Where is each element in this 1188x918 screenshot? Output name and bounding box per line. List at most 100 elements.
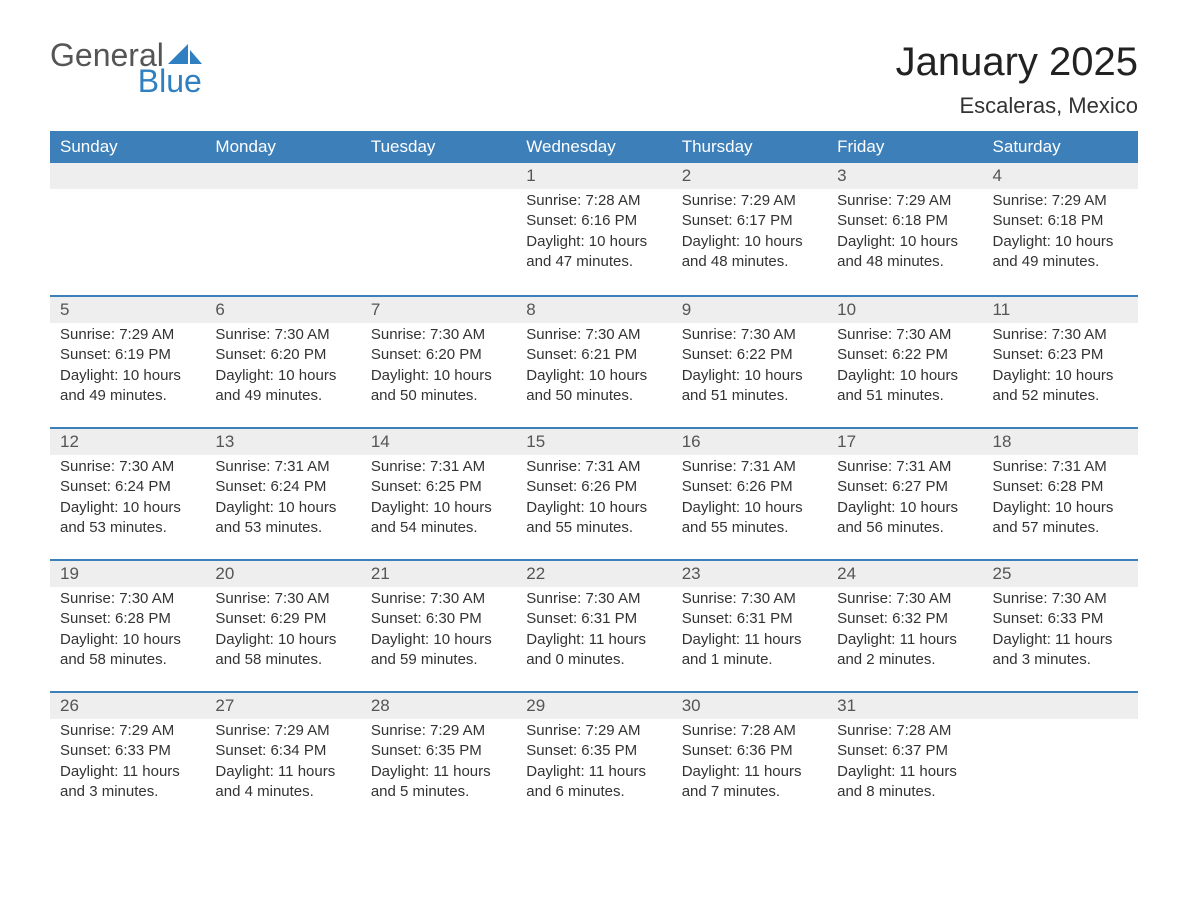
calendar-day-cell (50, 163, 205, 295)
daylight-text-line2: and 50 minutes. (526, 386, 661, 406)
sunset-text: Sunset: 6:35 PM (526, 741, 661, 761)
calendar-day-cell (361, 163, 516, 295)
sunrise-text: Sunrise: 7:31 AM (837, 457, 972, 477)
day-details: Sunrise: 7:30 AMSunset: 6:31 PMDaylight:… (516, 587, 671, 680)
daylight-text-line1: Daylight: 10 hours (682, 232, 817, 252)
daylight-text-line1: Daylight: 11 hours (682, 630, 817, 650)
day-details: Sunrise: 7:30 AMSunset: 6:22 PMDaylight:… (672, 323, 827, 416)
sunset-text: Sunset: 6:19 PM (60, 345, 195, 365)
day-number: 21 (361, 559, 516, 587)
daylight-text-line1: Daylight: 10 hours (60, 498, 195, 518)
day-details: Sunrise: 7:29 AMSunset: 6:35 PMDaylight:… (516, 719, 671, 812)
sunset-text: Sunset: 6:33 PM (60, 741, 195, 761)
day-header: Friday (827, 131, 982, 163)
daylight-text-line1: Daylight: 10 hours (60, 366, 195, 386)
day-number-bar (983, 691, 1138, 719)
daylight-text-line1: Daylight: 11 hours (215, 762, 350, 782)
sunrise-text: Sunrise: 7:29 AM (371, 721, 506, 741)
daylight-text-line1: Daylight: 10 hours (526, 498, 661, 518)
daylight-text-line2: and 53 minutes. (60, 518, 195, 538)
daylight-text-line2: and 49 minutes. (215, 386, 350, 406)
day-details: Sunrise: 7:31 AMSunset: 6:27 PMDaylight:… (827, 455, 982, 548)
daylight-text-line2: and 7 minutes. (682, 782, 817, 802)
sunset-text: Sunset: 6:27 PM (837, 477, 972, 497)
sunset-text: Sunset: 6:16 PM (526, 211, 661, 231)
calendar-day-cell: 26Sunrise: 7:29 AMSunset: 6:33 PMDayligh… (50, 691, 205, 823)
sunrise-text: Sunrise: 7:31 AM (371, 457, 506, 477)
day-details: Sunrise: 7:31 AMSunset: 6:28 PMDaylight:… (983, 455, 1138, 548)
daylight-text-line2: and 51 minutes. (837, 386, 972, 406)
daylight-text-line1: Daylight: 11 hours (682, 762, 817, 782)
day-number: 22 (516, 559, 671, 587)
sunset-text: Sunset: 6:34 PM (215, 741, 350, 761)
day-number: 19 (50, 559, 205, 587)
daylight-text-line2: and 49 minutes. (60, 386, 195, 406)
daylight-text-line1: Daylight: 10 hours (215, 498, 350, 518)
day-details: Sunrise: 7:30 AMSunset: 6:23 PMDaylight:… (983, 323, 1138, 416)
day-details: Sunrise: 7:31 AMSunset: 6:25 PMDaylight:… (361, 455, 516, 548)
sunrise-text: Sunrise: 7:30 AM (993, 325, 1128, 345)
day-number: 27 (205, 691, 360, 719)
day-header: Monday (205, 131, 360, 163)
daylight-text-line2: and 0 minutes. (526, 650, 661, 670)
daylight-text-line2: and 53 minutes. (215, 518, 350, 538)
calendar-week-row: 19Sunrise: 7:30 AMSunset: 6:28 PMDayligh… (50, 559, 1138, 691)
daylight-text-line1: Daylight: 10 hours (371, 366, 506, 386)
calendar-day-cell: 27Sunrise: 7:29 AMSunset: 6:34 PMDayligh… (205, 691, 360, 823)
day-details: Sunrise: 7:30 AMSunset: 6:33 PMDaylight:… (983, 587, 1138, 680)
day-number: 6 (205, 295, 360, 323)
daylight-text-line2: and 57 minutes. (993, 518, 1128, 538)
daylight-text-line1: Daylight: 10 hours (60, 630, 195, 650)
calendar-day-cell: 6Sunrise: 7:30 AMSunset: 6:20 PMDaylight… (205, 295, 360, 427)
daylight-text-line1: Daylight: 10 hours (371, 630, 506, 650)
sunrise-text: Sunrise: 7:30 AM (215, 589, 350, 609)
sunset-text: Sunset: 6:24 PM (215, 477, 350, 497)
calendar-day-cell: 15Sunrise: 7:31 AMSunset: 6:26 PMDayligh… (516, 427, 671, 559)
calendar-day-cell: 16Sunrise: 7:31 AMSunset: 6:26 PMDayligh… (672, 427, 827, 559)
daylight-text-line2: and 2 minutes. (837, 650, 972, 670)
calendar-week-row: 26Sunrise: 7:29 AMSunset: 6:33 PMDayligh… (50, 691, 1138, 823)
sunrise-text: Sunrise: 7:30 AM (682, 325, 817, 345)
calendar-day-cell: 10Sunrise: 7:30 AMSunset: 6:22 PMDayligh… (827, 295, 982, 427)
sunrise-text: Sunrise: 7:30 AM (526, 325, 661, 345)
daylight-text-line2: and 55 minutes. (682, 518, 817, 538)
sunset-text: Sunset: 6:35 PM (371, 741, 506, 761)
sunset-text: Sunset: 6:23 PM (993, 345, 1128, 365)
sunset-text: Sunset: 6:29 PM (215, 609, 350, 629)
calendar-day-cell: 22Sunrise: 7:30 AMSunset: 6:31 PMDayligh… (516, 559, 671, 691)
calendar-day-cell: 3Sunrise: 7:29 AMSunset: 6:18 PMDaylight… (827, 163, 982, 295)
day-details: Sunrise: 7:31 AMSunset: 6:26 PMDaylight:… (516, 455, 671, 548)
day-number: 12 (50, 427, 205, 455)
day-details: Sunrise: 7:30 AMSunset: 6:32 PMDaylight:… (827, 587, 982, 680)
day-details: Sunrise: 7:30 AMSunset: 6:20 PMDaylight:… (361, 323, 516, 416)
calendar-day-cell: 11Sunrise: 7:30 AMSunset: 6:23 PMDayligh… (983, 295, 1138, 427)
sunset-text: Sunset: 6:22 PM (837, 345, 972, 365)
daylight-text-line1: Daylight: 10 hours (837, 366, 972, 386)
calendar-day-cell: 20Sunrise: 7:30 AMSunset: 6:29 PMDayligh… (205, 559, 360, 691)
calendar-day-cell: 28Sunrise: 7:29 AMSunset: 6:35 PMDayligh… (361, 691, 516, 823)
calendar-day-cell: 30Sunrise: 7:28 AMSunset: 6:36 PMDayligh… (672, 691, 827, 823)
calendar-day-cell: 21Sunrise: 7:30 AMSunset: 6:30 PMDayligh… (361, 559, 516, 691)
day-number: 16 (672, 427, 827, 455)
day-details: Sunrise: 7:30 AMSunset: 6:29 PMDaylight:… (205, 587, 360, 680)
sunrise-text: Sunrise: 7:30 AM (837, 589, 972, 609)
day-details: Sunrise: 7:30 AMSunset: 6:20 PMDaylight:… (205, 323, 360, 416)
sunset-text: Sunset: 6:21 PM (526, 345, 661, 365)
sunrise-text: Sunrise: 7:30 AM (371, 325, 506, 345)
daylight-text-line1: Daylight: 11 hours (371, 762, 506, 782)
sunset-text: Sunset: 6:36 PM (682, 741, 817, 761)
sunset-text: Sunset: 6:18 PM (993, 211, 1128, 231)
day-number: 3 (827, 163, 982, 189)
daylight-text-line2: and 52 minutes. (993, 386, 1128, 406)
sunset-text: Sunset: 6:28 PM (60, 609, 195, 629)
daylight-text-line1: Daylight: 10 hours (215, 630, 350, 650)
day-details: Sunrise: 7:29 AMSunset: 6:18 PMDaylight:… (827, 189, 982, 282)
day-number: 28 (361, 691, 516, 719)
day-number: 29 (516, 691, 671, 719)
calendar-day-cell: 17Sunrise: 7:31 AMSunset: 6:27 PMDayligh… (827, 427, 982, 559)
sunrise-text: Sunrise: 7:30 AM (60, 457, 195, 477)
sunrise-text: Sunrise: 7:29 AM (682, 191, 817, 211)
daylight-text-line1: Daylight: 11 hours (60, 762, 195, 782)
daylight-text-line1: Daylight: 10 hours (371, 498, 506, 518)
daylight-text-line2: and 55 minutes. (526, 518, 661, 538)
